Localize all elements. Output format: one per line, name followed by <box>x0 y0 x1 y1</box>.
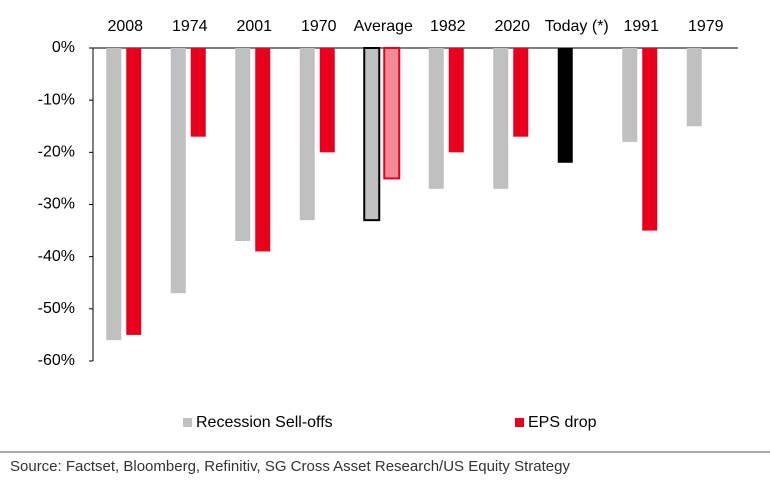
y-tick-label: -50% <box>38 300 75 317</box>
x-tick-label: 2020 <box>494 18 530 35</box>
x-tick-label: 2001 <box>236 18 272 35</box>
x-tick-label: 1970 <box>301 18 337 35</box>
y-tick-label: -20% <box>38 144 75 161</box>
bar <box>319 48 335 153</box>
bar <box>170 48 186 294</box>
x-tick-label: 1979 <box>688 18 724 35</box>
legend-swatch <box>183 418 192 427</box>
bar <box>106 48 122 341</box>
y-tick-label: -10% <box>38 91 75 108</box>
legend-swatch <box>515 418 524 427</box>
legend-label: EPS drop <box>528 414 597 431</box>
bar <box>428 48 444 189</box>
source: Source: Factset, Bloomberg, Refinitiv, S… <box>10 458 570 475</box>
bar <box>622 48 638 142</box>
y-tick-label: -30% <box>38 196 75 213</box>
x-tick-label: 1974 <box>172 18 208 35</box>
x-tick-label: 1982 <box>430 18 466 35</box>
x-tick-label: Today (*) <box>545 18 609 35</box>
legend-label: Recession Sell-offs <box>196 414 333 431</box>
bar <box>255 48 271 252</box>
bar <box>299 48 315 221</box>
x-tick-label: Average <box>354 18 413 35</box>
bar <box>686 48 702 127</box>
bar <box>363 47 381 222</box>
y-tick-label: -60% <box>38 352 75 369</box>
bar <box>493 48 509 189</box>
y-tick-label: 0% <box>52 39 75 56</box>
x-tick-label: 2008 <box>107 18 143 35</box>
bar <box>448 48 464 153</box>
x-tick-label: 1991 <box>623 18 659 35</box>
bar <box>557 48 573 163</box>
bar <box>383 47 401 180</box>
bar <box>235 48 251 242</box>
bar <box>513 48 529 137</box>
bar <box>642 48 658 231</box>
y-tick-label: -40% <box>38 248 75 265</box>
bar <box>190 48 206 137</box>
bar <box>126 48 142 335</box>
